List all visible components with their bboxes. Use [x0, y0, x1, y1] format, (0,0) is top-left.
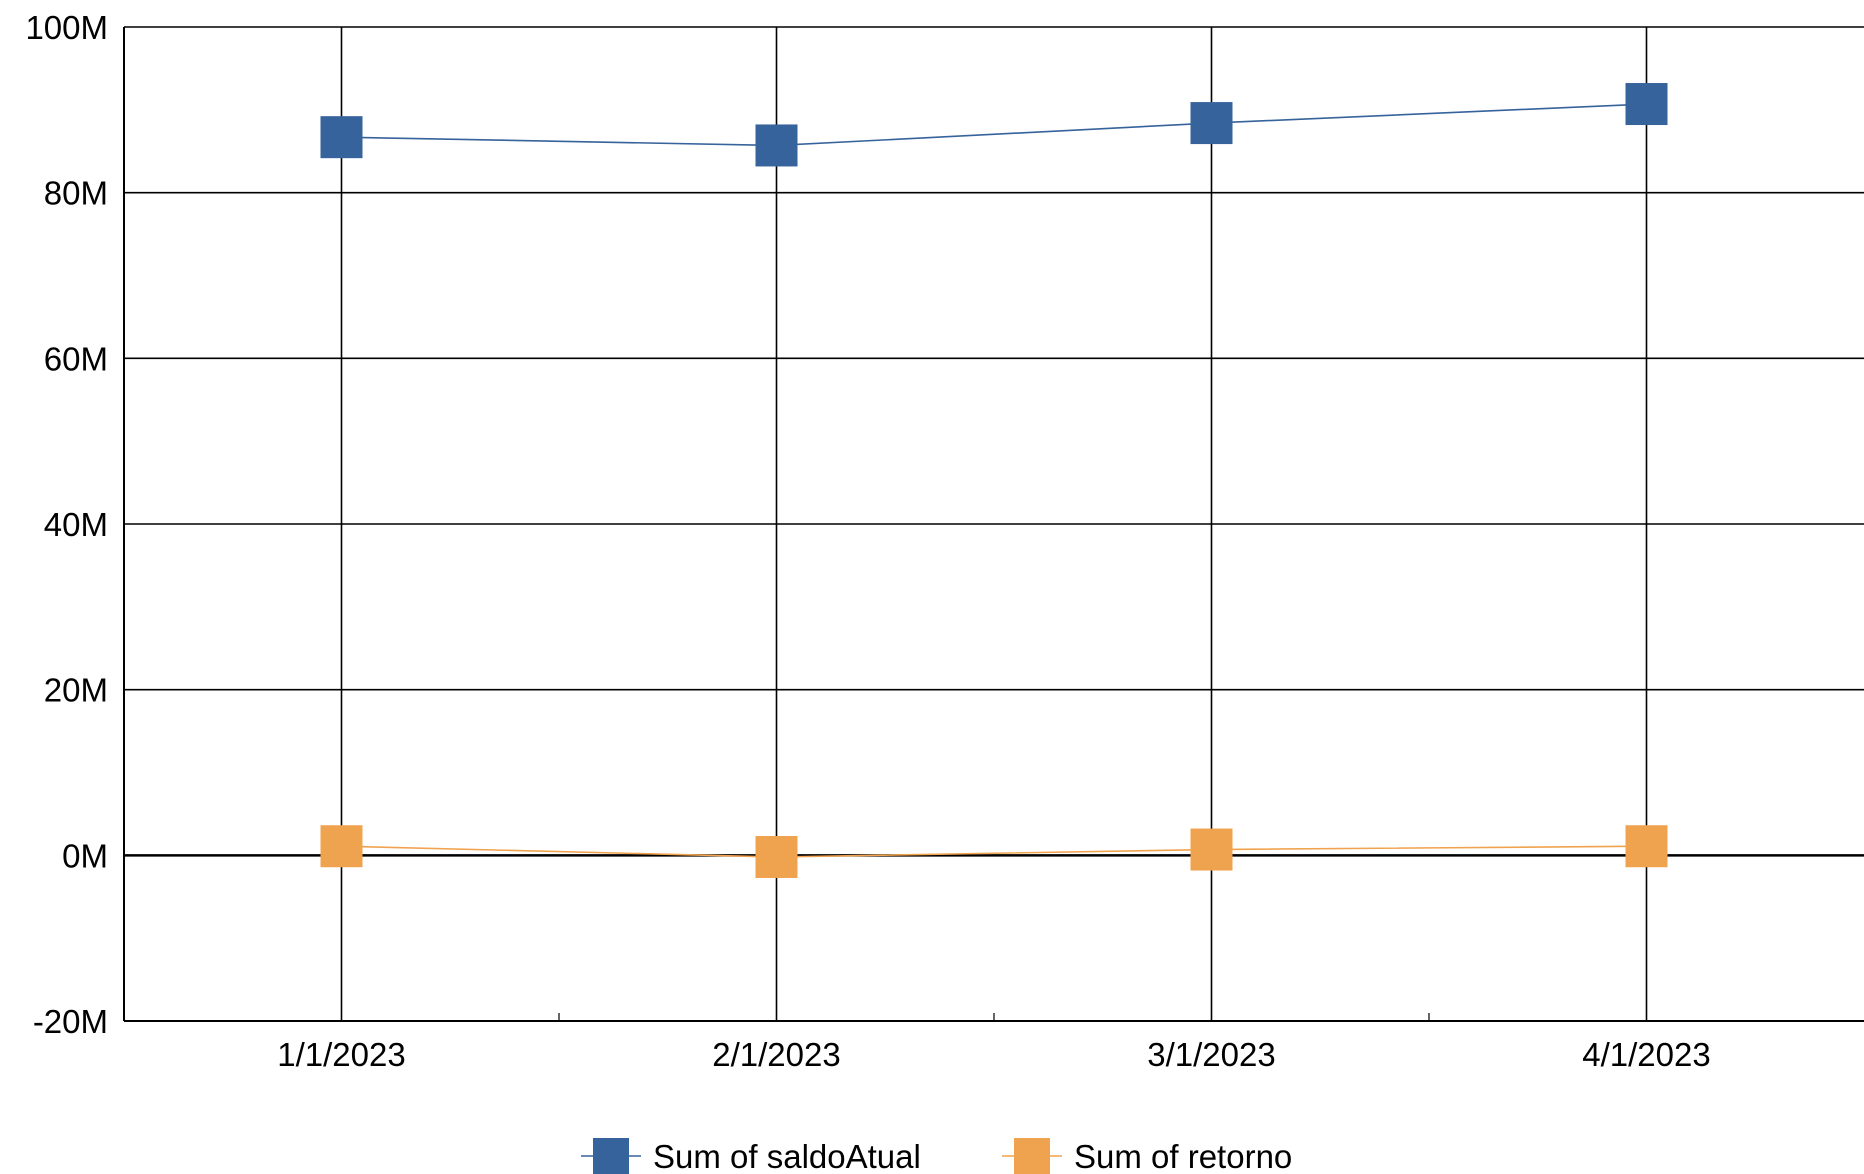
y-tick-label: 0M: [62, 837, 108, 874]
series-2: [320, 825, 1668, 878]
legend-marker-swatch: [1014, 1138, 1050, 1174]
data-point-marker: [755, 835, 798, 878]
x-tick-label: 3/1/2023: [1147, 1036, 1275, 1073]
series-line: [341, 845, 1647, 858]
legend-label: Sum of saldoAtual: [653, 1138, 921, 1174]
grid-lines: [124, 26, 1864, 1021]
y-axis-tick-labels: -20M 0M 20M 40M 60M 80M 100M: [25, 9, 108, 1040]
data-point-marker: [320, 825, 363, 868]
data-point-marker: [320, 116, 363, 159]
y-tick-label: 20M: [44, 672, 108, 709]
y-tick-label: 80M: [44, 175, 108, 212]
y-tick-label: 60M: [44, 340, 108, 377]
data-point-marker: [1625, 83, 1668, 126]
y-tick-label: -20M: [33, 1003, 108, 1040]
series-plot: [320, 83, 1668, 878]
axes: [123, 27, 1864, 1022]
data-point-marker: [755, 124, 798, 167]
x-axis-tick-labels: 1/1/2023 2/1/2023 3/1/2023 4/1/2023: [277, 1036, 1710, 1073]
series-line: [341, 103, 1647, 147]
y-tick-label: 40M: [44, 506, 108, 543]
series-1: [320, 83, 1668, 167]
data-point-marker: [1190, 102, 1233, 145]
legend-item: Sum of retorno: [1002, 1138, 1292, 1174]
data-point-marker: [1190, 828, 1233, 871]
legend-item: Sum of saldoAtual: [581, 1138, 921, 1174]
x-tick-label: 4/1/2023: [1582, 1036, 1710, 1073]
legend-label: Sum of retorno: [1074, 1138, 1292, 1174]
x-tick-label: 1/1/2023: [277, 1036, 405, 1073]
legend-marker-swatch: [593, 1138, 629, 1174]
y-tick-label: 100M: [25, 9, 108, 46]
legend: Sum of saldoAtual Sum of retorno: [581, 1138, 1292, 1174]
x-tick-label: 2/1/2023: [712, 1036, 840, 1073]
data-point-marker: [1625, 825, 1668, 868]
